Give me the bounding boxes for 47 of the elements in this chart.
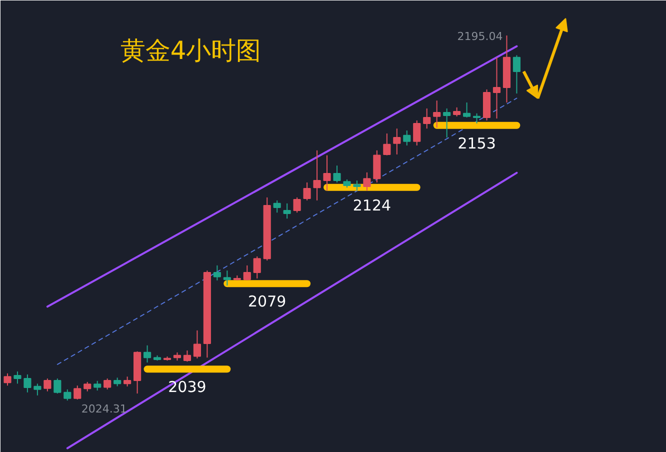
candlestick [463,102,471,118]
candlestick [84,381,92,392]
candlestick [403,130,411,146]
candlestick [124,376,132,387]
text: 黄金4小时图 [120,36,262,66]
annotation: 2039 [168,378,206,396]
candlestick [443,108,451,138]
candlestick [64,388,72,402]
candlestick [512,54,521,94]
candlestick [183,350,192,362]
candlestick [34,383,42,396]
candlestick [393,128,401,155]
candlestick [293,196,301,214]
annotation: 2124 [352,196,392,214]
candlestick [363,172,371,192]
candlestick [273,200,281,214]
candlestick [313,150,321,201]
candlestick [213,264,221,281]
candlestick [143,344,152,363]
candlestick [323,154,331,192]
candlestick [433,100,441,128]
candlestick [14,370,22,384]
annotation: 2153 [458,134,496,152]
candlestick [223,270,231,286]
candlestick [54,378,62,394]
candlestick [24,374,32,393]
candlestick [472,112,481,124]
candlestick [44,378,52,392]
candlestick [373,150,381,183]
candlestick [253,256,261,279]
annotation: 2195.04 [457,30,503,43]
candlestick [383,132,391,156]
candlestick [333,165,341,183]
candlestick [193,330,201,359]
annotation: 2079 [248,292,286,311]
candlestick [353,180,361,192]
candlestick [243,264,251,281]
candlestick [104,378,112,390]
candlestick [4,372,12,386]
candlestick [423,108,431,130]
candlestick [492,56,501,120]
candlestick [283,202,291,220]
candlestick [94,380,102,391]
candlestick [74,385,82,400]
candlestick [413,120,421,146]
candlestick [303,182,311,201]
annotation: 2024.31 [81,402,127,416]
